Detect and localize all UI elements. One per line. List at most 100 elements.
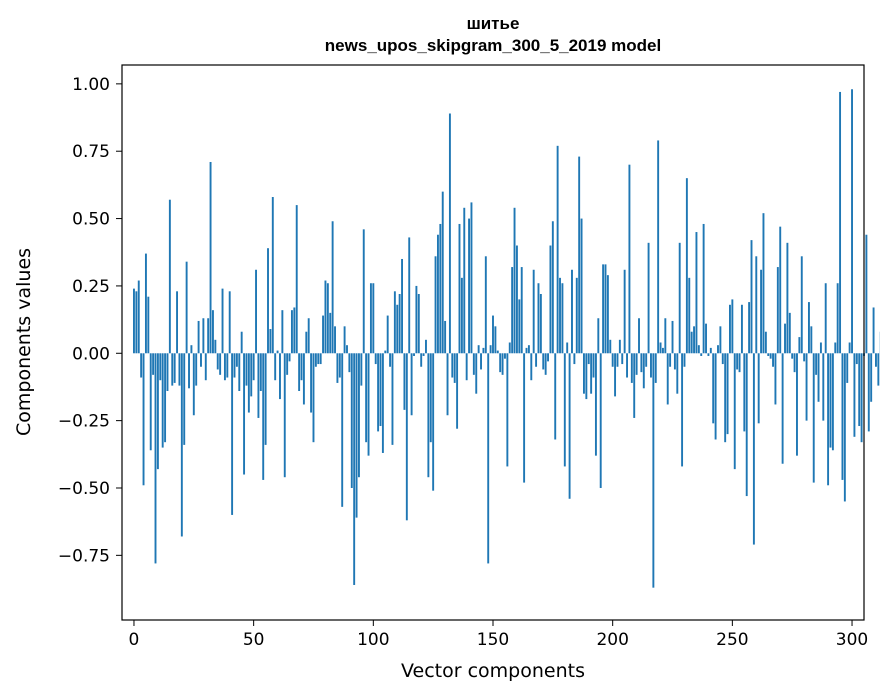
bar-component-79 [322,315,325,354]
bar-component-172 [544,353,547,375]
bar-component-205 [623,269,626,354]
bar-component-250 [731,299,734,354]
bar-component-69 [298,353,301,391]
bar-component-10 [156,353,159,470]
bar-component-7 [149,353,152,451]
bar-component-156 [506,353,509,467]
bar-component-72 [305,331,308,354]
bar-component-230 [683,353,686,367]
bar-component-161 [518,299,521,354]
bar-component-237 [700,353,703,356]
bar-component-17 [173,353,176,383]
bar-component-110 [396,304,399,354]
bar-component-16 [171,353,174,386]
bar-component-260 [755,256,758,354]
bar-component-222 [664,318,667,354]
bar-component-304 [860,353,863,443]
bar-component-160 [515,245,518,354]
bar-component-103 [379,353,382,427]
bar-component-295 [839,91,842,354]
bar-component-121 [422,353,425,356]
bar-component-134 [453,353,456,383]
bar-component-96 [362,229,365,354]
bar-component-65 [288,353,291,362]
bar-component-253 [738,353,741,373]
y-tick-label: −0.75 [58,546,110,566]
bar-component-211 [638,318,640,354]
bar-component-225 [671,320,674,354]
bar-component-101 [374,353,377,365]
bar-component-278 [798,337,801,354]
bar-component-247 [724,353,727,443]
bar-component-220 [659,342,662,354]
bar-component-173 [547,353,549,362]
bar-component-36 [219,353,222,375]
bar-component-20 [180,353,183,537]
bar-component-154 [501,353,504,375]
bar-component-28 [200,353,202,367]
bar-component-67 [293,307,296,354]
bar-component-174 [549,245,552,354]
bar-component-187 [580,218,583,354]
bar-component-229 [681,353,684,467]
bar-component-19 [178,353,181,386]
bar-component-100 [372,283,375,354]
x-tick-label: 250 [716,630,748,650]
bar-component-105 [384,350,387,354]
bar-component-163 [523,353,526,483]
bar-component-299 [848,342,851,354]
bar-component-195 [599,353,602,488]
bar-component-292 [831,353,834,451]
bar-component-146 [482,347,485,354]
bar-component-231 [685,178,688,354]
bar-component-82 [329,312,332,354]
x-tick-label: 150 [477,630,509,650]
bar-component-132 [448,113,451,354]
bar-component-60 [276,350,279,354]
bar-component-3 [140,353,143,378]
y-axis-ticks: −0.75 −0.50 −0.25 0.00 0.25 0.50 0.75 1.00 [58,75,122,566]
bar-component-149 [489,345,492,354]
bar-component-226 [673,353,676,370]
bar-component-74 [310,353,313,413]
bar-component-55 [264,353,267,445]
bar-component-73 [307,318,310,354]
bar-component-245 [719,326,722,354]
bar-component-13 [164,353,167,443]
bar-component-248 [726,353,729,435]
bar-component-133 [451,353,454,378]
bar-component-227 [676,353,679,394]
bar-component-155 [504,353,506,359]
bar-component-42 [233,353,236,378]
bar-component-159 [513,207,516,354]
bar-component-45 [240,331,243,354]
bar-component-129 [441,191,444,354]
bar-component-297 [843,353,846,502]
bar-component-264 [764,331,767,354]
bar-component-265 [767,353,770,356]
bar-component-201 [614,353,617,397]
bar-component-196 [602,264,605,354]
bar-component-288 [822,353,825,421]
bar-component-89 [346,345,348,354]
bar-component-300 [851,89,853,354]
bar-component-151 [494,326,497,354]
bar-series [133,89,880,588]
bar-component-39 [226,353,229,378]
bar-component-219 [657,140,660,354]
bar-component-50 [252,353,255,381]
bar-component-25 [192,353,195,416]
bar-component-255 [743,353,746,432]
bar-component-249 [729,304,731,354]
bar-component-179 [561,283,564,354]
bar-component-58 [271,197,274,354]
bar-component-143 [475,353,478,394]
bar-component-277 [796,353,798,456]
bar-component-236 [697,345,700,354]
bar-component-233 [690,331,693,354]
bar-component-61 [279,353,281,400]
bar-component-46 [243,353,246,475]
bar-component-182 [568,353,571,499]
bar-component-158 [511,267,514,354]
bar-component-12 [161,353,164,448]
